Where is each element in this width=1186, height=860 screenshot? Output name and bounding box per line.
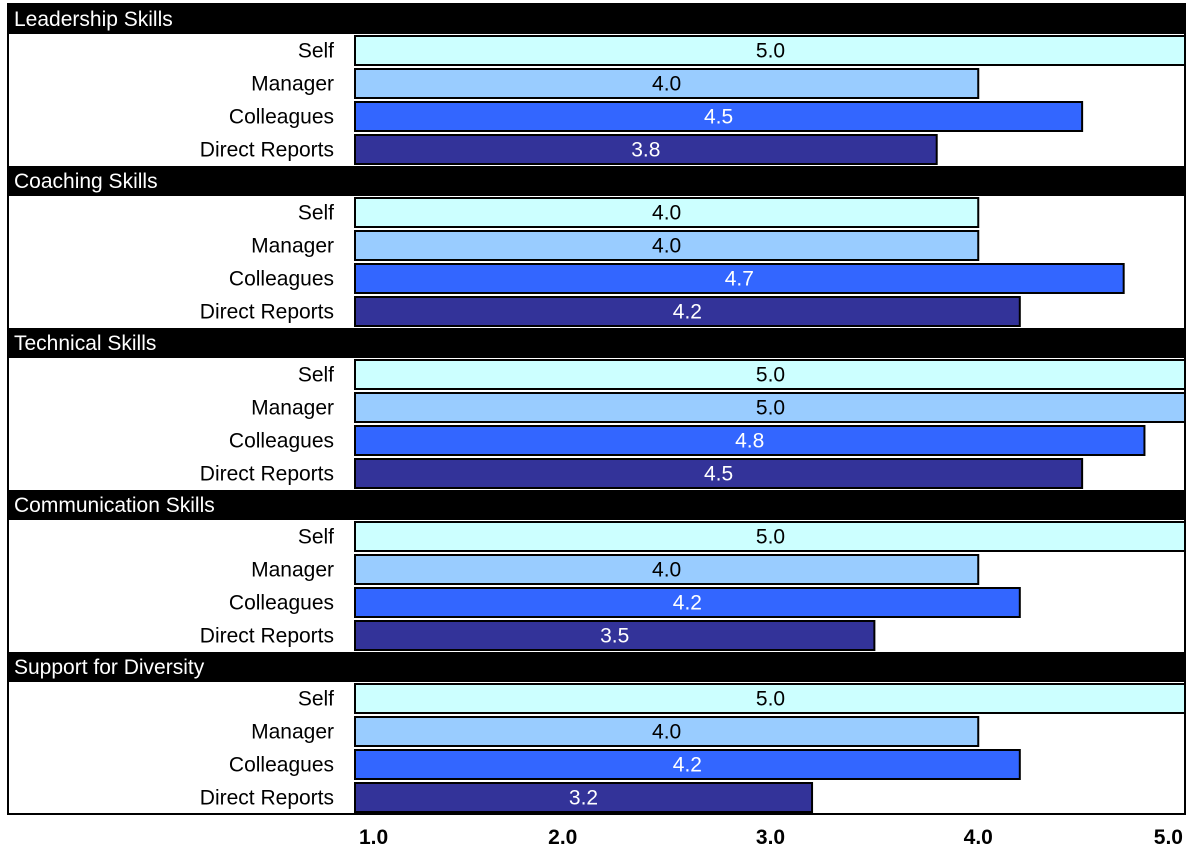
data-label: 4.0 bbox=[652, 721, 681, 744]
category-label: Direct Reports bbox=[200, 301, 334, 324]
category-label: Manager bbox=[251, 73, 334, 96]
bar-technical-skills-self bbox=[354, 359, 1186, 390]
data-label: 5.0 bbox=[756, 397, 785, 420]
category-label: Direct Reports bbox=[200, 463, 334, 486]
data-label: 4.7 bbox=[725, 268, 754, 291]
category-label: Direct Reports bbox=[200, 787, 334, 810]
data-label: 4.0 bbox=[652, 235, 681, 258]
data-label: 4.5 bbox=[704, 463, 733, 486]
bar-support-for-diversity-direct-reports bbox=[354, 782, 814, 813]
group-title: Support for Diversity bbox=[14, 656, 205, 679]
x-tick-label: 2.0 bbox=[548, 826, 577, 849]
category-label: Colleagues bbox=[229, 754, 334, 777]
bar-communication-skills-self bbox=[354, 521, 1186, 552]
x-tick-label: 1.0 bbox=[359, 826, 388, 849]
category-label: Self bbox=[298, 688, 334, 711]
group-header-coaching-skills bbox=[8, 166, 1186, 196]
bar-coaching-skills-colleagues bbox=[354, 263, 1125, 294]
data-label: 3.8 bbox=[631, 139, 660, 162]
data-label: 4.0 bbox=[652, 559, 681, 582]
bar-leadership-skills-self bbox=[354, 35, 1186, 66]
bar-coaching-skills-manager bbox=[354, 230, 980, 261]
x-tick-label: 5.0 bbox=[1154, 826, 1183, 849]
bar-leadership-skills-manager bbox=[354, 68, 980, 99]
group-header-leadership-skills bbox=[8, 4, 1186, 34]
data-label: 3.2 bbox=[569, 787, 598, 810]
bar-coaching-skills-direct-reports bbox=[354, 296, 1021, 327]
category-label: Colleagues bbox=[229, 592, 334, 615]
category-label: Direct Reports bbox=[200, 625, 334, 648]
group-title: Coaching Skills bbox=[14, 170, 158, 193]
data-label: 5.0 bbox=[756, 526, 785, 549]
x-tick-label: 4.0 bbox=[964, 826, 993, 849]
data-label: 3.5 bbox=[600, 625, 629, 648]
x-tick-label: 3.0 bbox=[756, 826, 785, 849]
data-label: 4.5 bbox=[704, 106, 733, 129]
category-label: Manager bbox=[251, 235, 334, 258]
bar-communication-skills-colleagues bbox=[354, 587, 1021, 618]
data-label: 4.8 bbox=[735, 430, 764, 453]
data-label: 5.0 bbox=[756, 364, 785, 387]
bar-technical-skills-manager bbox=[354, 392, 1186, 423]
data-label: 5.0 bbox=[756, 688, 785, 711]
category-label: Self bbox=[298, 526, 334, 549]
category-label: Self bbox=[298, 202, 334, 225]
bar-technical-skills-colleagues bbox=[354, 425, 1146, 456]
category-label: Manager bbox=[251, 559, 334, 582]
bar-technical-skills-direct-reports bbox=[354, 458, 1084, 489]
bar-leadership-skills-colleagues bbox=[354, 101, 1084, 132]
data-label: 4.2 bbox=[673, 301, 702, 324]
category-label: Self bbox=[298, 364, 334, 387]
bar-coaching-skills-self bbox=[354, 197, 980, 228]
category-label: Manager bbox=[251, 397, 334, 420]
data-label: 4.0 bbox=[652, 202, 681, 225]
category-label: Colleagues bbox=[229, 430, 334, 453]
group-header-communication-skills bbox=[8, 490, 1186, 520]
bar-support-for-diversity-manager bbox=[354, 716, 980, 747]
bar-support-for-diversity-self bbox=[354, 683, 1186, 714]
category-label: Colleagues bbox=[229, 268, 334, 291]
data-label: 4.2 bbox=[673, 592, 702, 615]
group-header-technical-skills bbox=[8, 328, 1186, 358]
bar-leadership-skills-direct-reports bbox=[354, 134, 938, 165]
group-header-support-for-diversity bbox=[8, 652, 1186, 682]
category-label: Colleagues bbox=[229, 106, 334, 129]
category-label: Direct Reports bbox=[200, 139, 334, 162]
group-title: Communication Skills bbox=[14, 494, 215, 517]
bar-support-for-diversity-colleagues bbox=[354, 749, 1021, 780]
data-label: 4.0 bbox=[652, 73, 681, 96]
bar-communication-skills-direct-reports bbox=[354, 620, 876, 651]
data-label: 5.0 bbox=[756, 40, 785, 63]
group-title: Leadership Skills bbox=[14, 8, 173, 31]
category-label: Manager bbox=[251, 721, 334, 744]
data-label: 4.2 bbox=[673, 754, 702, 777]
group-title: Technical Skills bbox=[14, 332, 156, 355]
bar-communication-skills-manager bbox=[354, 554, 980, 585]
plot-frame bbox=[7, 3, 1186, 815]
category-label: Self bbox=[298, 40, 334, 63]
